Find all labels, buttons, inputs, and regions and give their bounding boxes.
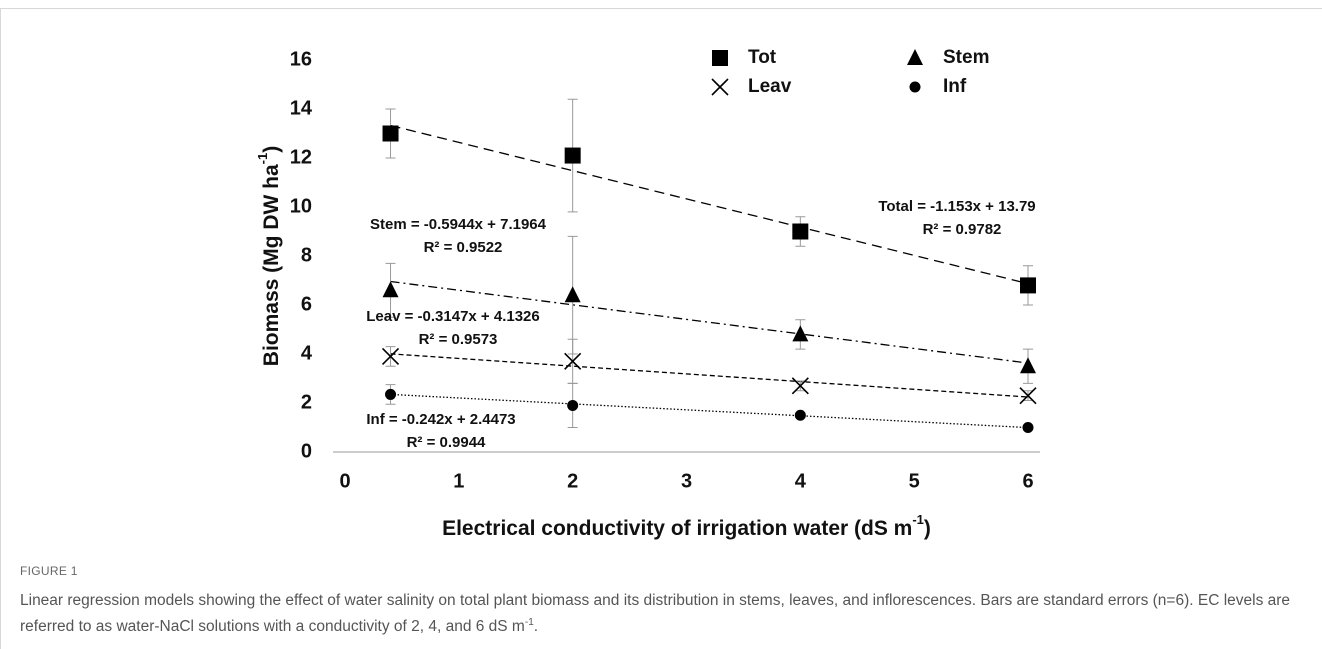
annotation: R² = 0.9944 <box>407 434 486 451</box>
annotation: R² = 0.9522 <box>424 239 503 256</box>
x-tick-label: 1 <box>453 470 464 492</box>
marker <box>564 286 581 303</box>
annotation: R² = 0.9573 <box>419 331 498 348</box>
y-axis-label-part: ) <box>260 146 283 153</box>
y-tick-label: 10 <box>290 195 312 217</box>
x-tick-label: 2 <box>567 470 578 492</box>
x-axis-label: Electrical conductivity of irrigation wa… <box>442 512 931 539</box>
annotation: Total = -1.153x + 13.79 <box>878 198 1035 215</box>
y-tick-label: 4 <box>301 342 313 364</box>
caption-text: . <box>533 618 539 636</box>
caption-text: Linear regression models showing the eff… <box>20 592 1291 636</box>
annotation: Stem = -0.5944x + 7.1964 <box>370 216 547 233</box>
caption: Linear regression models showing the eff… <box>20 590 1310 638</box>
x-tick-label: 6 <box>1022 470 1033 492</box>
marker <box>1019 387 1037 405</box>
marker <box>792 223 809 240</box>
marker <box>1020 357 1036 374</box>
legend-marker <box>711 78 729 96</box>
x-axis-label-part: ) <box>924 517 931 540</box>
y-tick-label: 0 <box>301 440 312 462</box>
marker <box>564 147 581 164</box>
y-axis-label: Biomass (Mg DW ha-1) <box>255 146 282 366</box>
marker <box>567 399 579 411</box>
y-tick-label: 6 <box>301 293 312 315</box>
legend-marker <box>907 49 923 65</box>
y-tick-label: 2 <box>301 391 312 413</box>
marker <box>794 409 806 421</box>
x-tick-label: 4 <box>795 470 807 492</box>
y-tick-label: 16 <box>290 48 312 70</box>
marker <box>1020 277 1036 294</box>
trendline <box>390 280 1029 364</box>
figure-frame <box>0 8 1322 649</box>
x-tick-label: 3 <box>681 470 692 492</box>
trendline <box>390 353 1029 398</box>
marker <box>1022 422 1034 433</box>
trendline <box>390 393 1029 429</box>
legend-label: Tot <box>748 47 777 68</box>
y-tick-label: 14 <box>290 97 313 119</box>
legend-marker <box>909 81 921 93</box>
annotation: Inf = -0.242x + 2.4473 <box>366 411 515 428</box>
annotation: Leav = -0.3147x + 4.1326 <box>366 308 539 325</box>
annotation: R² = 0.9782 <box>923 221 1002 238</box>
legend-label: Leav <box>748 76 792 97</box>
x-tick-label: 0 <box>339 470 350 492</box>
caption-sup: -1 <box>524 617 534 628</box>
y-tick-label: 8 <box>301 244 312 266</box>
y-tick-label: 12 <box>290 146 312 168</box>
marker <box>382 281 399 298</box>
x-axis-label-sup: -1 <box>912 512 924 527</box>
trendline <box>390 124 1029 285</box>
marker <box>792 325 809 342</box>
marker <box>385 388 397 400</box>
marker <box>564 352 582 370</box>
legend-label: Stem <box>943 47 989 68</box>
figure-label: FIGURE 1 <box>20 564 78 578</box>
x-axis-label-part: Electrical conductivity of irrigation wa… <box>442 517 912 540</box>
legend-label: Inf <box>943 76 967 97</box>
marker <box>382 125 399 142</box>
y-axis-label-part: Biomass (Mg DW ha <box>260 164 283 366</box>
x-tick-label: 5 <box>909 470 920 492</box>
marker <box>381 347 400 366</box>
y-axis-label-sup: -1 <box>255 153 270 165</box>
marker <box>791 377 809 395</box>
legend-marker <box>712 50 728 66</box>
